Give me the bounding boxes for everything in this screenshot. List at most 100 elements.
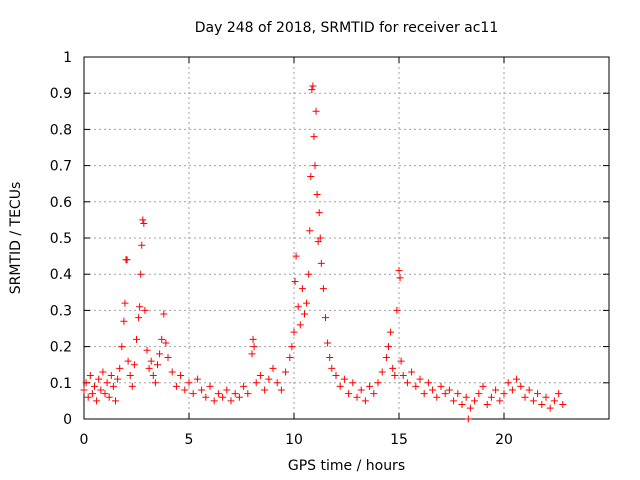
data-point-140 — [462, 393, 470, 401]
data-point-164 — [559, 401, 567, 409]
data-point-124 — [397, 357, 405, 365]
data-point-67 — [250, 343, 258, 351]
data-point-106 — [340, 375, 348, 383]
data-point-150 — [500, 390, 508, 398]
data-point-159 — [538, 401, 546, 409]
data-point-151 — [504, 379, 512, 387]
data-point-81 — [294, 303, 302, 311]
y-tick-label-1: 0.1 — [50, 376, 72, 392]
x-tick-label-4: 20 — [495, 432, 513, 448]
data-point-142 — [466, 404, 474, 412]
data-point-139 — [458, 401, 466, 409]
data-point-44 — [162, 339, 170, 347]
y-tick-label-8: 0.8 — [50, 122, 72, 138]
data-point-94 — [313, 191, 321, 199]
data-point-19 — [120, 317, 128, 325]
data-point-8 — [97, 386, 105, 394]
data-point-61 — [231, 390, 239, 398]
data-point-42 — [158, 335, 166, 343]
data-point-76 — [286, 353, 294, 361]
data-point-100 — [322, 314, 329, 322]
data-point-109 — [353, 393, 361, 401]
data-point-136 — [445, 386, 453, 394]
y-tick-label-10: 1 — [63, 50, 72, 66]
data-point-30 — [137, 270, 145, 278]
data-point-48 — [177, 372, 185, 380]
data-point-77 — [288, 343, 296, 351]
data-point-112 — [366, 382, 374, 390]
data-point-105 — [336, 382, 344, 390]
chart-title: Day 248 of 2018, SRMTID for receiver ac1… — [195, 20, 499, 36]
data-point-110 — [357, 386, 365, 394]
data-point-114 — [374, 379, 382, 387]
data-point-31 — [138, 241, 146, 249]
data-point-7 — [95, 375, 103, 383]
data-point-36 — [145, 364, 153, 372]
y-tick-label-9: 0.9 — [50, 86, 72, 102]
data-point-161 — [546, 404, 554, 412]
data-point-156 — [525, 386, 533, 394]
data-point-89 — [308, 86, 316, 94]
data-point-88 — [307, 172, 315, 180]
data-point-147 — [487, 393, 495, 401]
data-point-3 — [86, 372, 94, 380]
data-point-122 — [395, 267, 403, 275]
data-point-163 — [555, 390, 563, 398]
data-point-153 — [513, 375, 521, 383]
data-point-93 — [312, 107, 320, 115]
data-point-15 — [112, 397, 119, 405]
data-point-9 — [99, 368, 107, 376]
y-tick-label-4: 0.4 — [50, 267, 72, 283]
data-point-149 — [496, 397, 504, 405]
data-point-97 — [316, 234, 324, 242]
data-point-102 — [326, 353, 334, 361]
data-point-39 — [151, 379, 159, 387]
data-point-146 — [483, 401, 491, 409]
axis-ticks — [83, 56, 609, 420]
data-points — [80, 82, 567, 423]
data-point-64 — [244, 390, 252, 398]
data-point-25 — [128, 382, 136, 390]
data-point-54 — [202, 393, 210, 401]
data-point-135 — [441, 390, 449, 398]
data-point-72 — [269, 364, 277, 372]
data-point-157 — [529, 397, 537, 405]
data-point-104 — [332, 372, 340, 380]
data-point-45 — [164, 353, 172, 361]
data-point-50 — [185, 379, 193, 387]
data-point-28 — [135, 314, 143, 322]
data-point-86 — [305, 270, 313, 278]
data-point-118 — [387, 328, 395, 336]
data-point-99 — [319, 285, 327, 293]
data-point-113 — [370, 390, 378, 398]
data-point-75 — [282, 368, 290, 376]
x-tick-label-2: 10 — [285, 432, 303, 448]
data-point-134 — [437, 382, 445, 390]
data-point-14 — [109, 382, 117, 390]
data-point-103 — [328, 364, 336, 372]
data-point-57 — [214, 390, 222, 398]
x-tick-label-3: 15 — [390, 432, 408, 448]
data-point-59 — [223, 386, 231, 394]
data-point-16 — [114, 375, 122, 383]
data-point-145 — [479, 382, 487, 390]
y-tick-label-0: 0 — [63, 412, 72, 428]
x-tick-label-1: 5 — [185, 432, 194, 448]
data-point-56 — [210, 397, 218, 405]
data-point-71 — [265, 375, 273, 383]
data-point-108 — [349, 379, 357, 387]
data-point-66 — [249, 335, 257, 343]
data-point-101 — [324, 339, 332, 347]
data-point-17 — [116, 364, 124, 372]
data-point-125 — [399, 372, 407, 380]
data-point-51 — [189, 390, 197, 398]
data-point-68 — [252, 379, 260, 387]
data-point-128 — [412, 382, 420, 390]
data-point-78 — [290, 328, 298, 336]
data-point-55 — [206, 382, 214, 390]
data-point-84 — [301, 310, 308, 318]
data-point-127 — [408, 368, 416, 376]
data-point-26 — [130, 361, 138, 369]
data-point-6 — [93, 397, 101, 405]
